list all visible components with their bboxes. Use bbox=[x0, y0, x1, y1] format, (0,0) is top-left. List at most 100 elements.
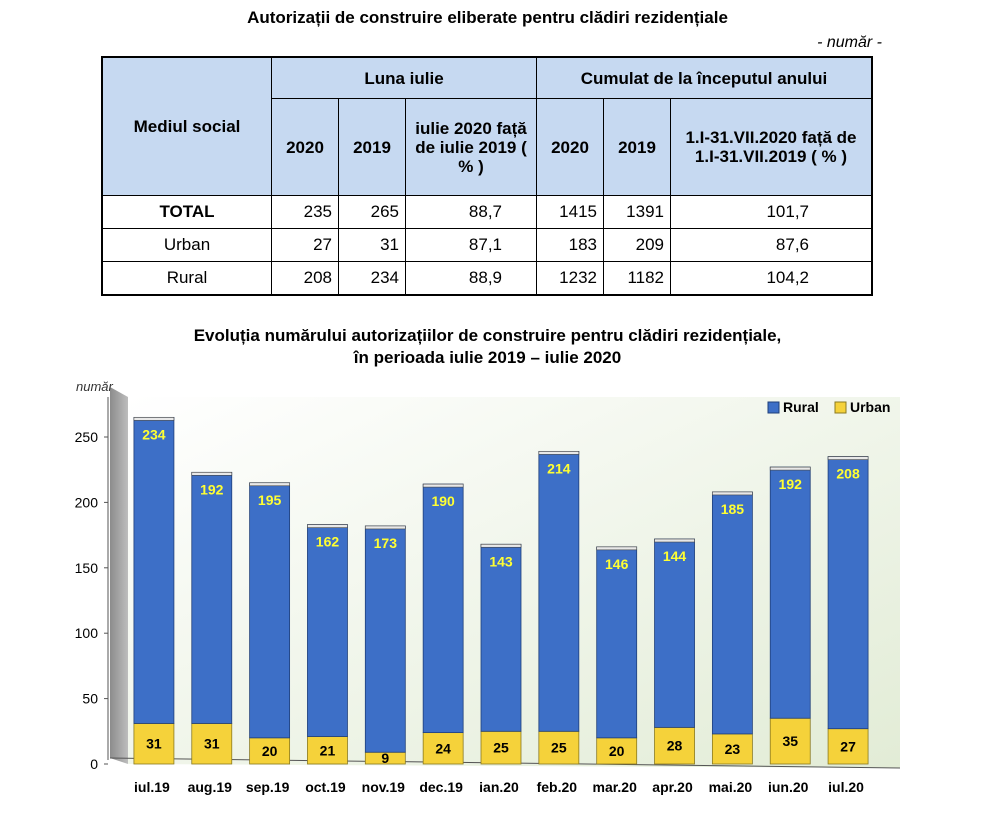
row-label: Rural bbox=[101, 261, 272, 296]
y-axis-label: număr bbox=[76, 379, 114, 394]
bar-urban bbox=[538, 730, 580, 765]
bar-top-cap bbox=[480, 543, 522, 548]
cell: 234 bbox=[338, 261, 406, 296]
cell: 88,7 bbox=[405, 195, 537, 229]
chart-side-wall bbox=[110, 387, 128, 764]
bar-top-cap bbox=[191, 472, 233, 476]
data-label-urban: 28 bbox=[667, 738, 683, 754]
table-row: Urban 27 31 87,1 183 209 87,6 bbox=[101, 228, 873, 262]
x-tick-label: nov.19 bbox=[362, 779, 406, 795]
cell: 208 bbox=[271, 261, 339, 296]
bar-top-cap bbox=[654, 538, 695, 543]
stacked-bar-chart: număr 0 50 100 150 200 250 iul.19 aug.19 sep.19 oc… bbox=[75, 379, 901, 795]
x-tick-label: apr.20 bbox=[652, 779, 693, 795]
header-cum-2020: 2020 bbox=[536, 98, 604, 196]
bar-top-cap bbox=[365, 525, 406, 530]
y-tick-label: 200 bbox=[75, 494, 99, 510]
cell: 101,7 bbox=[670, 195, 873, 229]
data-label-urban: 23 bbox=[725, 741, 741, 757]
x-tick-label: ian.20 bbox=[479, 779, 519, 795]
bar-top-cap bbox=[133, 417, 175, 421]
chart-title-line1: Evoluția numărului autorizațiilor de con… bbox=[193, 326, 782, 345]
header-month-pct: iulie 2020 față de iulie 2019 ( % ) bbox=[405, 98, 537, 196]
bar-rural bbox=[769, 466, 811, 719]
bar-rural bbox=[133, 416, 175, 724]
y-tick-label: 150 bbox=[75, 560, 99, 576]
x-tick-label: iun.20 bbox=[768, 779, 809, 795]
bar-urban bbox=[422, 732, 464, 765]
unit-label: - număr - bbox=[817, 34, 882, 51]
bar-urban bbox=[480, 730, 522, 765]
header-month-2019: 2019 bbox=[338, 98, 406, 196]
data-label-rural: 234 bbox=[142, 426, 166, 442]
data-label-rural: 195 bbox=[258, 492, 282, 508]
header-cum-pct: 1.I-31.VII.2020 față de 1.I-31.VII.2019 … bbox=[670, 98, 873, 196]
y-tick-label: 0 bbox=[90, 756, 98, 772]
data-label-rural: 192 bbox=[200, 481, 224, 497]
data-label-urban: 24 bbox=[435, 740, 451, 756]
cell: 31 bbox=[338, 228, 406, 262]
x-tick-label: mar.20 bbox=[593, 779, 638, 795]
legend-label-urban: Urban bbox=[850, 399, 890, 415]
cell: 1391 bbox=[603, 195, 671, 229]
data-label-urban: 31 bbox=[146, 736, 162, 752]
bar-rural bbox=[538, 450, 580, 732]
bar-rural bbox=[480, 543, 522, 732]
bar-top-cap bbox=[538, 451, 580, 455]
bar-urban bbox=[307, 736, 348, 765]
data-label-rural: 185 bbox=[721, 501, 745, 517]
data-label-rural: 173 bbox=[374, 535, 398, 551]
data-label-urban: 21 bbox=[320, 742, 336, 758]
header-social: Mediul social bbox=[101, 56, 272, 196]
data-label-urban: 9 bbox=[381, 750, 389, 766]
cell: 265 bbox=[338, 195, 406, 229]
header-month: Luna iulie bbox=[271, 56, 537, 99]
cell: 1415 bbox=[536, 195, 604, 229]
bar-rural bbox=[191, 471, 233, 724]
data-label-urban: 25 bbox=[551, 740, 567, 756]
chart-title: Evoluția numărului autorizațiilor de con… bbox=[0, 325, 975, 369]
bar-urban bbox=[249, 737, 291, 765]
table-title: Autorizații de construire eliberate pent… bbox=[247, 8, 728, 27]
legend-swatch-rural bbox=[767, 401, 780, 414]
data-label-urban: 27 bbox=[840, 738, 856, 754]
header-month-2020: 2020 bbox=[271, 98, 339, 196]
bar-rural bbox=[827, 456, 869, 730]
data-label-rural: 144 bbox=[663, 548, 687, 564]
bar-urban bbox=[654, 726, 695, 765]
data-label-rural: 146 bbox=[605, 556, 629, 572]
data-label-urban: 31 bbox=[204, 736, 220, 752]
bar-top-cap bbox=[307, 524, 348, 528]
row-label: Urban bbox=[101, 228, 272, 262]
cell: 1182 bbox=[603, 261, 671, 296]
x-tick-label: oct.19 bbox=[305, 779, 346, 795]
x-tick-label: iul.19 bbox=[134, 779, 170, 795]
y-tick-label: 100 bbox=[75, 625, 99, 641]
bar-rural bbox=[422, 483, 464, 734]
x-tick-label: mai.20 bbox=[709, 779, 753, 795]
cell: 183 bbox=[536, 228, 604, 262]
cell: 87,6 bbox=[670, 228, 873, 262]
bar-urban bbox=[596, 737, 638, 765]
bar-top-cap bbox=[422, 483, 464, 488]
chart-title-line2: în perioada iulie 2019 – iulie 2020 bbox=[353, 348, 622, 367]
data-label-rural: 214 bbox=[547, 460, 571, 476]
header-cumulative: Cumulat de la începutul anului bbox=[536, 56, 873, 99]
table-row: TOTAL 235 265 88,7 1415 1391 101,7 bbox=[101, 195, 873, 229]
table-row: Rural 208 234 88,9 1232 1182 104,2 bbox=[101, 261, 873, 296]
data-label-urban: 20 bbox=[609, 743, 625, 759]
data-label-rural: 190 bbox=[431, 493, 455, 509]
header-cum-2019: 2019 bbox=[603, 98, 671, 196]
x-tick-label: sep.19 bbox=[246, 779, 290, 795]
data-label-urban: 20 bbox=[262, 743, 278, 759]
cell: 209 bbox=[603, 228, 671, 262]
x-tick-label: dec.19 bbox=[419, 779, 463, 795]
bar-rural bbox=[711, 491, 753, 735]
x-tick-label: aug.19 bbox=[188, 779, 233, 795]
data-label-rural: 192 bbox=[779, 476, 803, 492]
cell: 87,1 bbox=[405, 228, 537, 262]
bar-top-cap bbox=[827, 456, 869, 460]
bar-urban bbox=[191, 723, 233, 765]
bar-urban bbox=[827, 728, 869, 765]
x-tick-label: feb.20 bbox=[537, 779, 578, 795]
